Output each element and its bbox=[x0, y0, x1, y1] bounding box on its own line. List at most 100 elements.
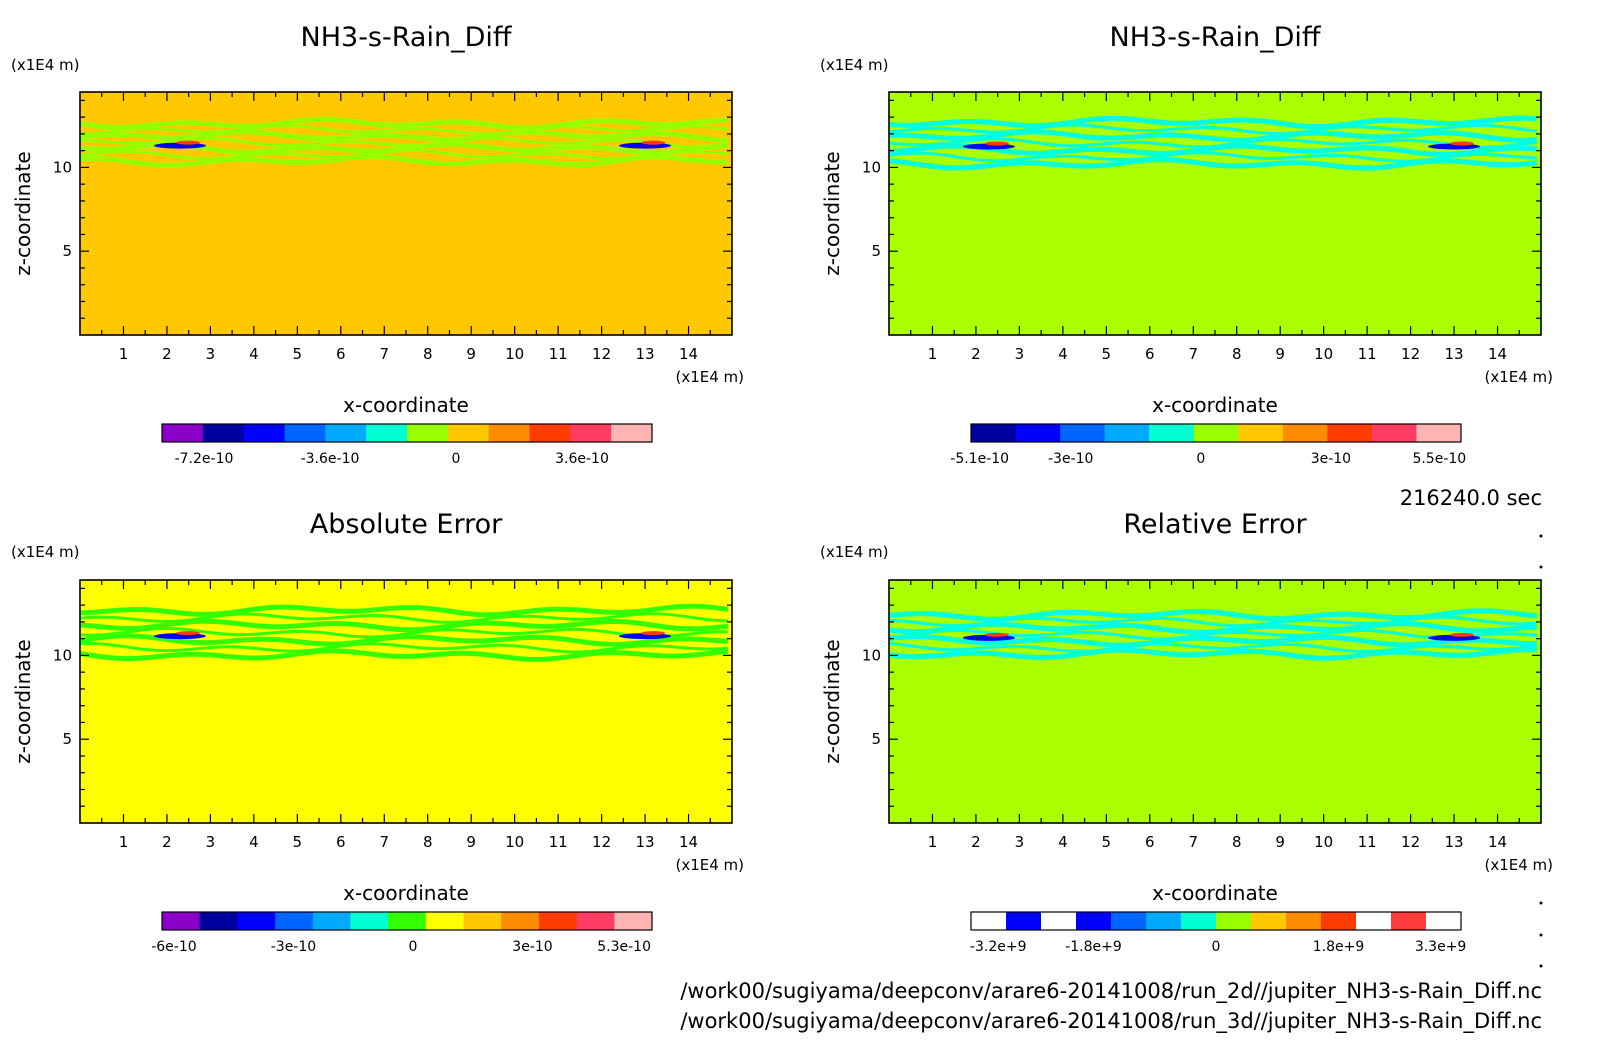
colorbar-swatch bbox=[1327, 424, 1373, 442]
x-axis-label: x-coordinate bbox=[1152, 393, 1278, 417]
band-contour-line bbox=[888, 129, 1538, 143]
x-tick-label: 8 bbox=[423, 833, 433, 851]
colorbar-swatch bbox=[1238, 424, 1284, 442]
x-tick-label: 1 bbox=[119, 833, 129, 851]
z-axis-label: z-coordinate bbox=[820, 151, 844, 275]
band-contour-line bbox=[888, 123, 1538, 135]
band-contour-line bbox=[888, 608, 1538, 622]
colorbar-frame bbox=[161, 423, 653, 443]
x-tick-label: 12 bbox=[592, 345, 611, 363]
feature-high bbox=[641, 140, 666, 145]
colorbar-frame bbox=[161, 911, 653, 931]
x-tick-label: 14 bbox=[1488, 345, 1507, 363]
z-axis-label: z-coordinate bbox=[11, 151, 35, 275]
colorbar-swatch bbox=[488, 424, 530, 442]
colorbar-tick-label: 1.8e+9 bbox=[1313, 939, 1365, 955]
z-tick-label: 10 bbox=[862, 646, 881, 664]
x-tick-label: 4 bbox=[1058, 833, 1068, 851]
colorbar-swatch bbox=[202, 424, 245, 442]
x-tick-label: 5 bbox=[1102, 345, 1112, 363]
panel-title: Relative Error bbox=[1123, 509, 1307, 540]
x-tick-label: 10 bbox=[505, 833, 524, 851]
colorbar-tick-label: 3.3e+9 bbox=[1415, 939, 1467, 955]
band-contour-line bbox=[79, 116, 729, 131]
colorbar-swatch bbox=[243, 424, 285, 442]
z-tick-label: 5 bbox=[871, 730, 881, 748]
x-tick-label: 13 bbox=[1445, 345, 1464, 363]
colorbar-tick-label: -1.8e+9 bbox=[1065, 939, 1122, 955]
colorbar-swatch bbox=[1426, 912, 1462, 930]
z-unit-label: (x1E4 m) bbox=[11, 543, 80, 561]
colorbar-swatch bbox=[538, 912, 578, 930]
feature-high bbox=[1450, 632, 1475, 637]
band-contour-line bbox=[888, 621, 1538, 635]
x-tick-label: 7 bbox=[1188, 345, 1198, 363]
panel-title: Absolute Error bbox=[310, 509, 503, 540]
band-contour-line bbox=[79, 626, 729, 639]
colorbar-swatch bbox=[570, 424, 612, 442]
colorbar-swatch bbox=[284, 424, 326, 442]
colorbar-tick-label: -3e-10 bbox=[271, 939, 316, 955]
x-tick-label: 6 bbox=[336, 345, 346, 363]
x-tick-label: 13 bbox=[636, 833, 655, 851]
x-tick-label: 2 bbox=[162, 345, 172, 363]
feature-high bbox=[175, 631, 200, 636]
colorbar-swatch bbox=[325, 424, 367, 442]
x-tick-label: 3 bbox=[206, 833, 216, 851]
band-contour-line bbox=[888, 615, 1538, 628]
band-contour-line bbox=[79, 124, 729, 136]
panels-group: 1 2 3 4 5 6 7 8 9 10 11 12 13 14510NH3-s-Rain_Diff(x1… bbox=[11, 22, 1553, 955]
feature-high bbox=[984, 632, 1009, 637]
footer-path-2d: /work00/sugiyama/deepconv/arare6-2014100… bbox=[680, 979, 1542, 1004]
x-tick-label: 14 bbox=[679, 345, 698, 363]
colorbar-swatch bbox=[162, 912, 201, 930]
colorbar-swatch bbox=[366, 424, 408, 442]
colorbar-swatch bbox=[1146, 912, 1182, 930]
colorbar-swatch bbox=[447, 424, 490, 442]
margin-dot bbox=[1539, 534, 1543, 538]
colorbar-swatch bbox=[1104, 424, 1150, 442]
colorbar-tick-label: 0 bbox=[1212, 939, 1221, 955]
x-tick-label: 7 bbox=[1188, 833, 1198, 851]
margin-dot bbox=[1539, 933, 1543, 937]
x-tick-label: 11 bbox=[1358, 833, 1377, 851]
colorbar-swatch bbox=[237, 912, 276, 930]
x-tick-label: 3 bbox=[1015, 833, 1025, 851]
x-tick-label: 14 bbox=[1488, 833, 1507, 851]
colorbar-swatch bbox=[1060, 424, 1106, 442]
colorbar-swatch bbox=[1371, 424, 1417, 442]
x-tick-label: 4 bbox=[249, 345, 259, 363]
band-region bbox=[888, 115, 1538, 171]
colorbar-tick-label: 0 bbox=[452, 451, 461, 467]
x-tick-label: 12 bbox=[1401, 345, 1420, 363]
x-axis-label: x-coordinate bbox=[343, 881, 469, 905]
z-unit-label: (x1E4 m) bbox=[11, 56, 80, 74]
x-tick-label: 1 bbox=[119, 345, 129, 363]
colorbar-swatch bbox=[971, 912, 1007, 930]
x-axis-label: x-coordinate bbox=[343, 393, 469, 417]
x-unit-label: (x1E4 m) bbox=[1484, 856, 1553, 874]
x-tick-label: 11 bbox=[549, 833, 568, 851]
feature-high bbox=[641, 631, 666, 636]
colorbar-swatch bbox=[1006, 912, 1042, 930]
colorbar-tick-label: 0 bbox=[1196, 451, 1205, 467]
x-tick-label: 12 bbox=[592, 833, 611, 851]
z-tick-label: 10 bbox=[53, 158, 72, 176]
x-tick-label: 9 bbox=[466, 345, 476, 363]
colorbar-swatch bbox=[1149, 424, 1195, 442]
z-tick-label: 10 bbox=[862, 158, 881, 176]
x-axis-label: x-coordinate bbox=[1152, 881, 1278, 905]
x-tick-label: 3 bbox=[206, 345, 216, 363]
colorbar-swatch bbox=[614, 912, 653, 930]
time-label: 216240.0 sec bbox=[1400, 486, 1542, 510]
chart-panel-2: 1 2 3 4 5 6 7 8 9 10 11 12 13 14510NH3-s-Rain_Diff(x1… bbox=[820, 22, 1553, 467]
z-axis-label: z-coordinate bbox=[11, 639, 35, 763]
band-contour-line bbox=[79, 129, 729, 143]
x-tick-label: 4 bbox=[249, 833, 259, 851]
x-tick-label: 14 bbox=[679, 833, 698, 851]
z-tick-label: 5 bbox=[871, 242, 881, 260]
band-contour-line bbox=[79, 648, 729, 662]
band-contour-line bbox=[888, 634, 1538, 648]
colorbar-swatch bbox=[1216, 912, 1252, 930]
colorbar-swatch bbox=[501, 912, 540, 930]
